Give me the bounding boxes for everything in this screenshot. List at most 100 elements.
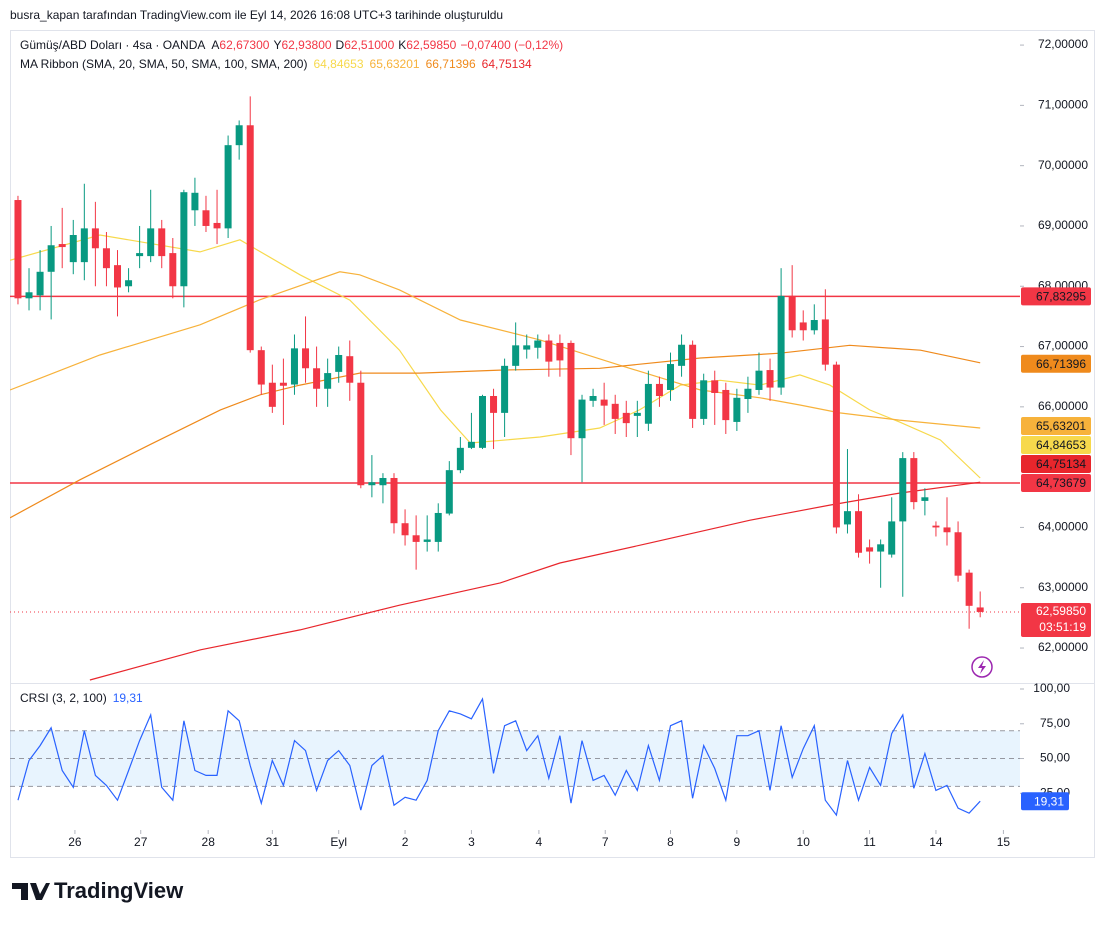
candle-body <box>899 458 907 522</box>
last-price-label: 62,59850 <box>1036 604 1086 618</box>
candle-body <box>667 364 675 390</box>
price-tag <box>1021 287 1091 306</box>
y-tick-label: 64,00000 <box>1038 520 1088 534</box>
x-tick-label: 7 <box>602 835 609 849</box>
candle-body <box>368 482 376 486</box>
last-price-tag <box>1021 602 1091 637</box>
crsi-line <box>17 697 981 817</box>
candle-body <box>733 397 741 422</box>
price-tag-label: 64,73679 <box>1036 476 1086 490</box>
crsi-title: CRSI (3, 2, 100) <box>20 691 107 705</box>
candle-body <box>655 383 663 396</box>
candle-body <box>478 395 486 448</box>
candle-body <box>335 354 343 372</box>
candle-body <box>855 511 863 553</box>
candle-body <box>490 395 498 413</box>
y-tick-label: 70,00000 <box>1038 158 1088 172</box>
candle-body <box>114 265 122 288</box>
candle-body <box>36 271 44 296</box>
moving-average <box>10 234 981 479</box>
candle-body <box>633 412 641 416</box>
candle-body <box>268 382 276 407</box>
y-tick-label: 62,00000 <box>1038 640 1088 654</box>
candle-body <box>346 356 354 383</box>
candle-body <box>290 348 298 385</box>
x-tick-label: Eyl <box>330 835 347 849</box>
ohlc-key: D <box>336 38 345 52</box>
candle-body <box>412 535 420 542</box>
candle-body <box>191 192 199 211</box>
ma-value: 64,75134 <box>482 57 532 71</box>
price-tag-label: 64,84653 <box>1036 438 1086 452</box>
moving-average <box>10 271 981 429</box>
crsi-value: 19,31 <box>113 691 143 705</box>
candle-body <box>567 342 575 439</box>
candle-body <box>678 344 686 366</box>
candle-body <box>180 192 188 287</box>
candle-body <box>722 389 730 421</box>
candle-body <box>810 320 818 331</box>
candle-body <box>611 403 619 419</box>
candle-body <box>832 364 840 528</box>
candle-body <box>866 547 874 552</box>
y-tick-label: 75,00 <box>1040 716 1070 730</box>
candle-body <box>246 125 254 351</box>
candle-body <box>213 222 221 229</box>
candle-body <box>976 607 984 612</box>
candle-body <box>58 244 66 248</box>
y-tick-label: 71,00000 <box>1038 98 1088 112</box>
candle-body <box>932 525 940 528</box>
candle-body <box>235 125 243 146</box>
candle-body <box>512 345 520 366</box>
change: −0,07400 (−0,12%) <box>460 38 563 52</box>
brand-logo: TradingView <box>12 878 184 903</box>
candle-body <box>401 523 409 536</box>
x-tick-label: 10 <box>797 835 811 849</box>
candle-body <box>689 344 697 419</box>
crsi-pane <box>10 697 1020 817</box>
candle-body <box>534 340 542 348</box>
candle-body <box>799 322 807 331</box>
candle-body <box>700 380 708 419</box>
alert-icon[interactable] <box>971 656 993 678</box>
x-tick-label: 14 <box>929 835 943 849</box>
x-tick-label: 15 <box>997 835 1011 849</box>
candle-body <box>324 373 332 389</box>
crsi-legend: CRSI (3, 2, 100) 19,31 <box>20 691 143 705</box>
candle-body <box>843 511 851 525</box>
candle-body <box>257 350 265 385</box>
price-tag-label: 65,63201 <box>1036 419 1086 433</box>
ohlc-value: 62,93800 <box>281 38 331 52</box>
candle-body <box>600 399 608 406</box>
candle-body <box>224 145 232 229</box>
price-pane <box>10 96 1020 681</box>
x-tick-label: 4 <box>536 835 543 849</box>
candle-body <box>302 348 310 369</box>
candle-body <box>445 470 453 514</box>
y-tick-label: 69,00000 <box>1038 218 1088 232</box>
ma-value: 64,84653 <box>313 57 363 71</box>
candle-body <box>136 253 144 257</box>
candle-body <box>644 383 652 424</box>
candle-body <box>578 399 586 439</box>
candle-body <box>943 527 951 533</box>
price-tag <box>1021 417 1091 436</box>
candle-body <box>755 370 763 390</box>
x-tick-label: 11 <box>863 835 876 849</box>
price-tag <box>1021 474 1091 493</box>
indicator-legend: MA Ribbon (SMA, 20, SMA, 50, SMA, 100, S… <box>20 57 532 71</box>
candle-body <box>766 370 774 388</box>
candle-body <box>14 200 22 299</box>
candle-body <box>589 395 597 401</box>
candle-body <box>456 447 464 471</box>
x-tick-label: 31 <box>266 835 280 849</box>
y-tick-label: 100,00 <box>1033 681 1070 695</box>
moving-average <box>89 481 981 681</box>
x-tick-label: 3 <box>468 835 475 849</box>
ohlc-value: 62,67300 <box>219 38 269 52</box>
candle-body <box>744 388 752 400</box>
symbol: Gümüş/ABD Doları · 4sa · OANDA <box>20 38 205 52</box>
x-tick-label: 26 <box>68 835 82 849</box>
ohlc-value: 62,59850 <box>406 38 456 52</box>
